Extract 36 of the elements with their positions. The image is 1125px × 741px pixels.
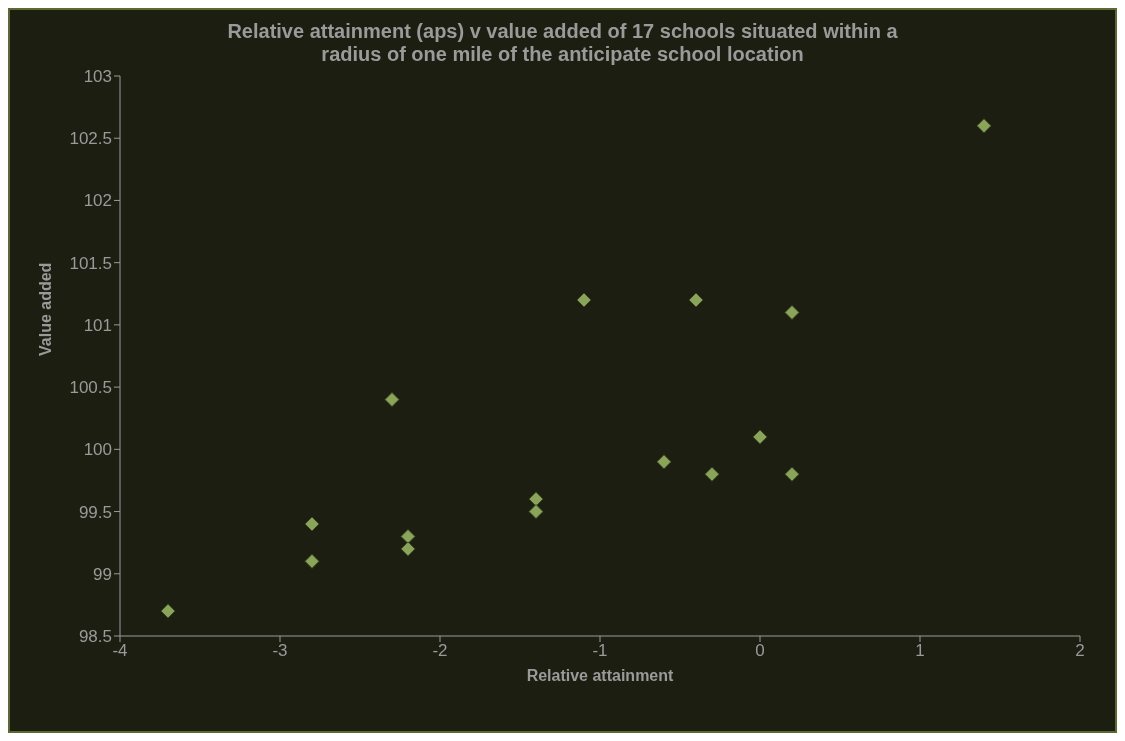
point — [400, 541, 416, 557]
y-axis-title: Value added — [36, 262, 54, 356]
x-axis-title: Relative attainment — [526, 667, 675, 684]
x-tick-label: 0 — [755, 641, 765, 661]
y-tick-label: 102 — [83, 191, 112, 211]
point — [784, 466, 800, 482]
y-tick-label: 100.5 — [69, 378, 112, 398]
y-tick-label: 101 — [83, 315, 112, 335]
point — [304, 516, 320, 532]
chart-title: Relative attainment (aps) v value added of 17 schools situated within a radius of one mile of the anticipate school location — [226, 19, 899, 66]
point — [384, 392, 400, 408]
x-tick-label: 2 — [1075, 641, 1085, 661]
y-tick-label: 103 — [83, 67, 112, 87]
point — [528, 504, 544, 520]
point — [400, 528, 416, 544]
y-tick-label: 99 — [93, 564, 112, 584]
point — [784, 304, 800, 320]
y-tick-label: 101.5 — [69, 253, 112, 273]
point — [656, 454, 672, 470]
y-tick-label: 99.5 — [78, 502, 112, 522]
x-tick-label: -1 — [592, 641, 608, 661]
y-tick-label: 100 — [83, 440, 112, 460]
point — [160, 603, 176, 619]
point — [976, 118, 992, 134]
x-tick-label: 1 — [915, 641, 925, 661]
point — [688, 292, 704, 308]
point — [528, 491, 544, 507]
x-tick-label: -3 — [272, 641, 288, 661]
x-tick-label: -2 — [432, 641, 448, 661]
x-tick-label: -4 — [112, 641, 128, 661]
point — [576, 292, 592, 308]
y-tick-label: 102.5 — [69, 129, 112, 149]
point — [704, 466, 720, 482]
y-tick-label: 98.5 — [78, 627, 112, 647]
point — [304, 553, 320, 569]
point — [752, 429, 768, 445]
